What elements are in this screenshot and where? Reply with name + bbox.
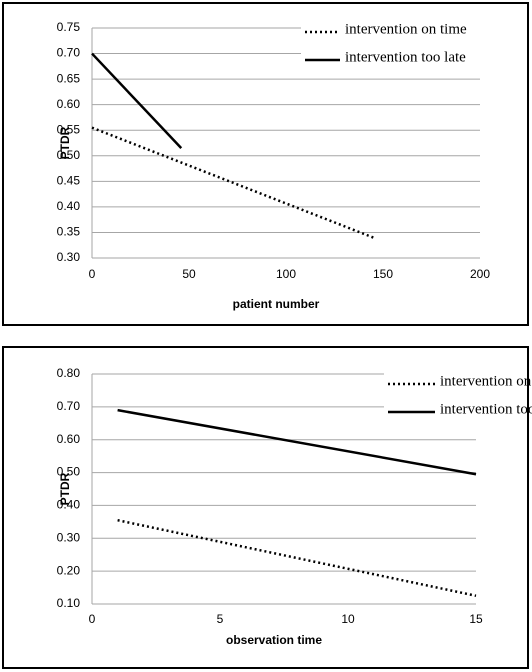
series-line <box>117 408 477 476</box>
x-axis-title: patient number <box>233 297 320 311</box>
x-tick-label: 5 <box>217 612 224 626</box>
y-tick-label: 0.80 <box>57 366 81 380</box>
y-tick-label: 0.20 <box>57 563 81 577</box>
legend-background <box>384 370 478 430</box>
x-tick-label: 10 <box>341 612 355 626</box>
y-axis-title: PTDR <box>58 472 72 505</box>
y-axis-title: PTDR <box>58 126 72 159</box>
legend-label: intervention too late <box>345 49 466 65</box>
x-tick-label: 0 <box>89 267 96 281</box>
x-tick-label: 15 <box>469 612 483 626</box>
y-tick-label: 0.35 <box>57 225 81 239</box>
x-tick-label: 0 <box>89 612 96 626</box>
legend-label: intervention on time <box>440 373 532 389</box>
y-tick-label: 0.55 <box>57 122 81 136</box>
y-tick-label: 0.60 <box>57 432 81 446</box>
y-tick-label: 0.60 <box>57 97 81 111</box>
legend-label: intervention too late <box>440 401 532 417</box>
y-tick-label: 0.70 <box>57 46 81 60</box>
x-tick-label: 200 <box>470 267 490 281</box>
y-tick-label: 0.70 <box>57 399 81 413</box>
y-tick-label: 0.45 <box>57 174 81 188</box>
y-tick-label: 0.65 <box>57 71 81 85</box>
y-tick-label: 0.75 <box>57 20 81 34</box>
series-line <box>91 52 183 149</box>
y-tick-label: 0.10 <box>57 596 81 610</box>
x-tick-label: 100 <box>276 267 296 281</box>
legend-label: intervention on time <box>345 21 467 37</box>
y-tick-label: 0.40 <box>57 199 81 213</box>
x-tick-label: 150 <box>373 267 393 281</box>
y-tick-label: 0.30 <box>57 530 81 544</box>
series-line <box>91 126 374 239</box>
y-tick-label: 0.40 <box>57 498 81 512</box>
y-tick-label: 0.30 <box>57 250 81 264</box>
y-tick-label: 0.50 <box>57 148 81 162</box>
series-line <box>117 518 477 598</box>
x-tick-label: 50 <box>182 267 196 281</box>
x-axis-title: observation time <box>226 633 322 647</box>
legend-background <box>301 18 482 78</box>
y-tick-label: 0.50 <box>57 465 81 479</box>
